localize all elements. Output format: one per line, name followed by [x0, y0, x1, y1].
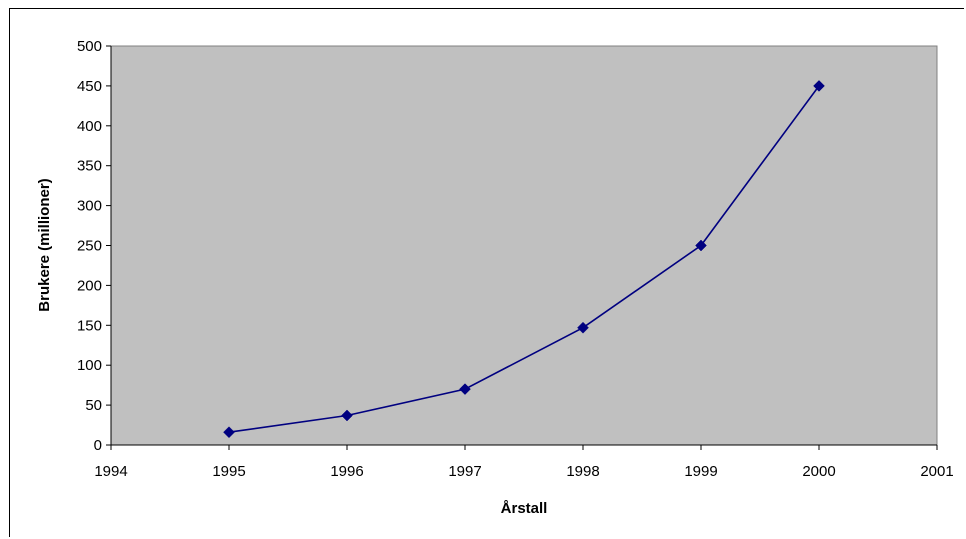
y-axis-label: Brukere (millioner) [36, 178, 53, 311]
data-point [223, 426, 235, 439]
y-tick-label: 450 [77, 78, 102, 95]
x-axis-label: Årstall [501, 500, 548, 517]
y-tick-label: 250 [77, 238, 102, 255]
y-tick-label: 400 [77, 118, 102, 135]
chart-frame [9, 8, 964, 537]
y-tick-label: 500 [77, 38, 102, 55]
tick-labels: 0 50 100 150 200 250 300 350 400 450 500 1994 1995 19… [77, 38, 954, 480]
x-tick-label: 1999 [684, 463, 717, 480]
plot-area [110, 45, 938, 446]
y-tick-label: 350 [77, 158, 102, 175]
y-tick-label: 50 [85, 397, 102, 414]
x-tick-label: 2001 [920, 463, 953, 480]
x-tick-label: 1996 [330, 463, 363, 480]
data-point [695, 239, 707, 252]
y-tick-label: 100 [77, 357, 102, 374]
x-tick-label: 2000 [802, 463, 835, 480]
y-tick-label: 200 [77, 277, 102, 294]
y-tick-label: 0 [94, 437, 102, 454]
x-tick-label: 1997 [448, 463, 481, 480]
x-tick-label: 1995 [212, 463, 245, 480]
data-point [577, 321, 589, 334]
data-point [459, 383, 471, 395]
y-tick-label: 150 [77, 317, 102, 334]
axes [106, 45, 938, 450]
series-line [228, 85, 820, 433]
data-point [341, 409, 353, 422]
data-point [813, 80, 825, 92]
x-tick-label: 1998 [566, 463, 599, 480]
y-tick-label: 300 [77, 198, 102, 215]
x-tick-label: 1994 [94, 463, 127, 480]
data-markers [223, 80, 825, 439]
